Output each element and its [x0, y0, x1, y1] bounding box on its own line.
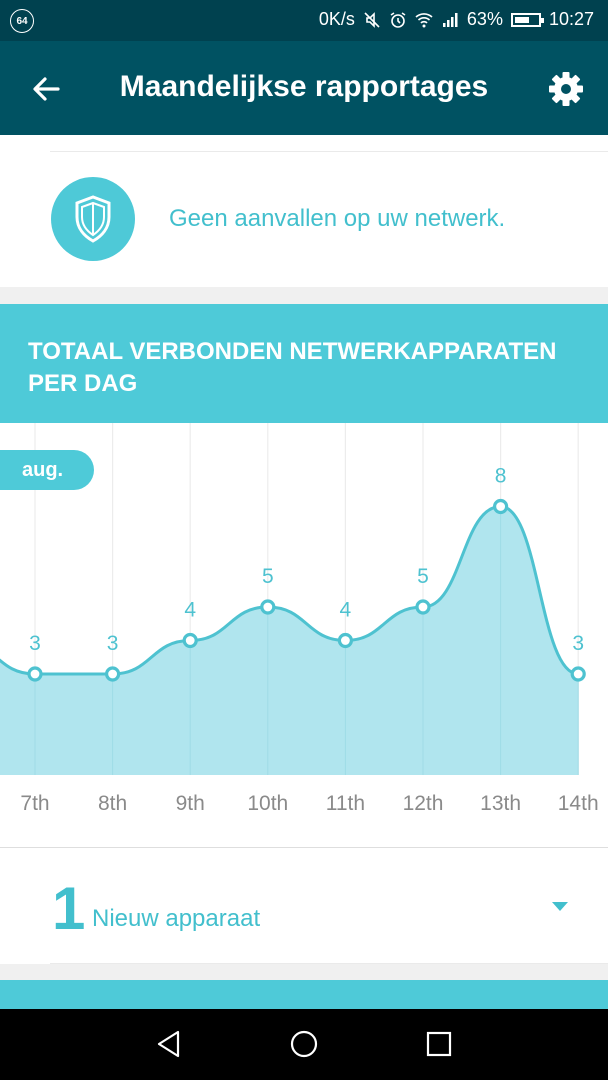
arrow-left-icon[interactable] — [28, 71, 64, 107]
notification-badge: 64 — [10, 9, 34, 33]
mute-icon — [364, 11, 380, 28]
x-tick-label: 12th — [403, 792, 444, 815]
home-circle-icon[interactable] — [289, 1029, 319, 1059]
data-point — [415, 599, 431, 615]
x-tick-label: 10th — [247, 792, 288, 815]
new-device-count: 1 — [52, 875, 86, 942]
data-label: 4 — [184, 599, 196, 622]
month-label: aug. — [22, 459, 64, 481]
data-point — [260, 599, 276, 615]
data-label: 5 — [262, 565, 274, 588]
back-triangle-icon[interactable] — [154, 1029, 184, 1059]
data-point — [27, 666, 43, 682]
security-card: Geen aanvallen op uw netwerk. — [0, 135, 608, 287]
system-nav-bar — [0, 1009, 608, 1080]
x-tick-label: 9th — [176, 792, 205, 815]
app-bar: Maandelijkse rapportages — [0, 41, 608, 135]
battery-fill — [514, 16, 529, 23]
wifi-icon — [415, 12, 433, 27]
recents-square-icon[interactable] — [424, 1029, 454, 1059]
battery-icon — [510, 12, 544, 27]
battery-percent: 63% — [466, 9, 503, 29]
data-point — [104, 666, 121, 682]
clock: 10:27 — [548, 9, 594, 29]
x-tick-label: 13th — [480, 792, 521, 815]
chart-title: TOTAAL VERBONDEN NETWERKAPPARATEN PER DA… — [28, 338, 557, 397]
net-speed: 0K/s — [318, 9, 355, 29]
data-point — [337, 632, 353, 649]
data-label: 3 — [29, 632, 41, 655]
divider — [50, 151, 608, 152]
data-point — [570, 666, 586, 682]
security-message: Geen aanvallen op uw netwerk. — [169, 205, 506, 232]
x-tick-label: 11th — [326, 792, 365, 815]
status-icons: 0K/s 63% 10:27 — [319, 9, 594, 30]
data-label: 5 — [417, 565, 429, 588]
devices-per-day-chart: 3 7th 3 8th 4 9th 5 10th 4 11th 5 12th 8 13th 3 14th — [0, 423, 599, 815]
new-device-label: Nieuw apparaat — [92, 905, 261, 932]
data-label: 4 — [340, 599, 352, 622]
chevron-down-icon[interactable] — [552, 902, 568, 911]
shield-badge — [51, 177, 135, 261]
month-pill: aug. — [0, 450, 94, 490]
gear-icon[interactable] — [546, 69, 586, 109]
data-label: 8 — [495, 465, 507, 488]
data-point — [493, 498, 509, 515]
x-tick-label: 7th — [20, 792, 49, 815]
data-label: 3 — [572, 632, 584, 655]
next-section-header — [0, 980, 608, 1009]
chart-header: TOTAAL VERBONDEN NETWERKAPPARATEN PER DA… — [0, 304, 608, 423]
shield-icon — [75, 195, 111, 243]
new-devices-row[interactable]: 1 Nieuw apparaat — [0, 847, 608, 964]
chart-area[interactable]: 3 7th 3 8th 4 9th 5 10th 4 11th 5 12th 8 13th 3 14th au… — [0, 423, 608, 847]
area-fill — [0, 506, 579, 775]
divider — [50, 963, 608, 964]
data-point — [182, 632, 198, 649]
x-tick-label: 14th — [558, 792, 599, 815]
status-bar: 64 0K/s 63% 10:27 — [0, 0, 608, 41]
signal-icon — [442, 12, 458, 27]
data-label: 3 — [107, 632, 119, 655]
alarm-icon — [390, 11, 406, 28]
page-title: Maandelijkse rapportages — [119, 70, 489, 103]
x-tick-label: 8th — [98, 792, 127, 815]
